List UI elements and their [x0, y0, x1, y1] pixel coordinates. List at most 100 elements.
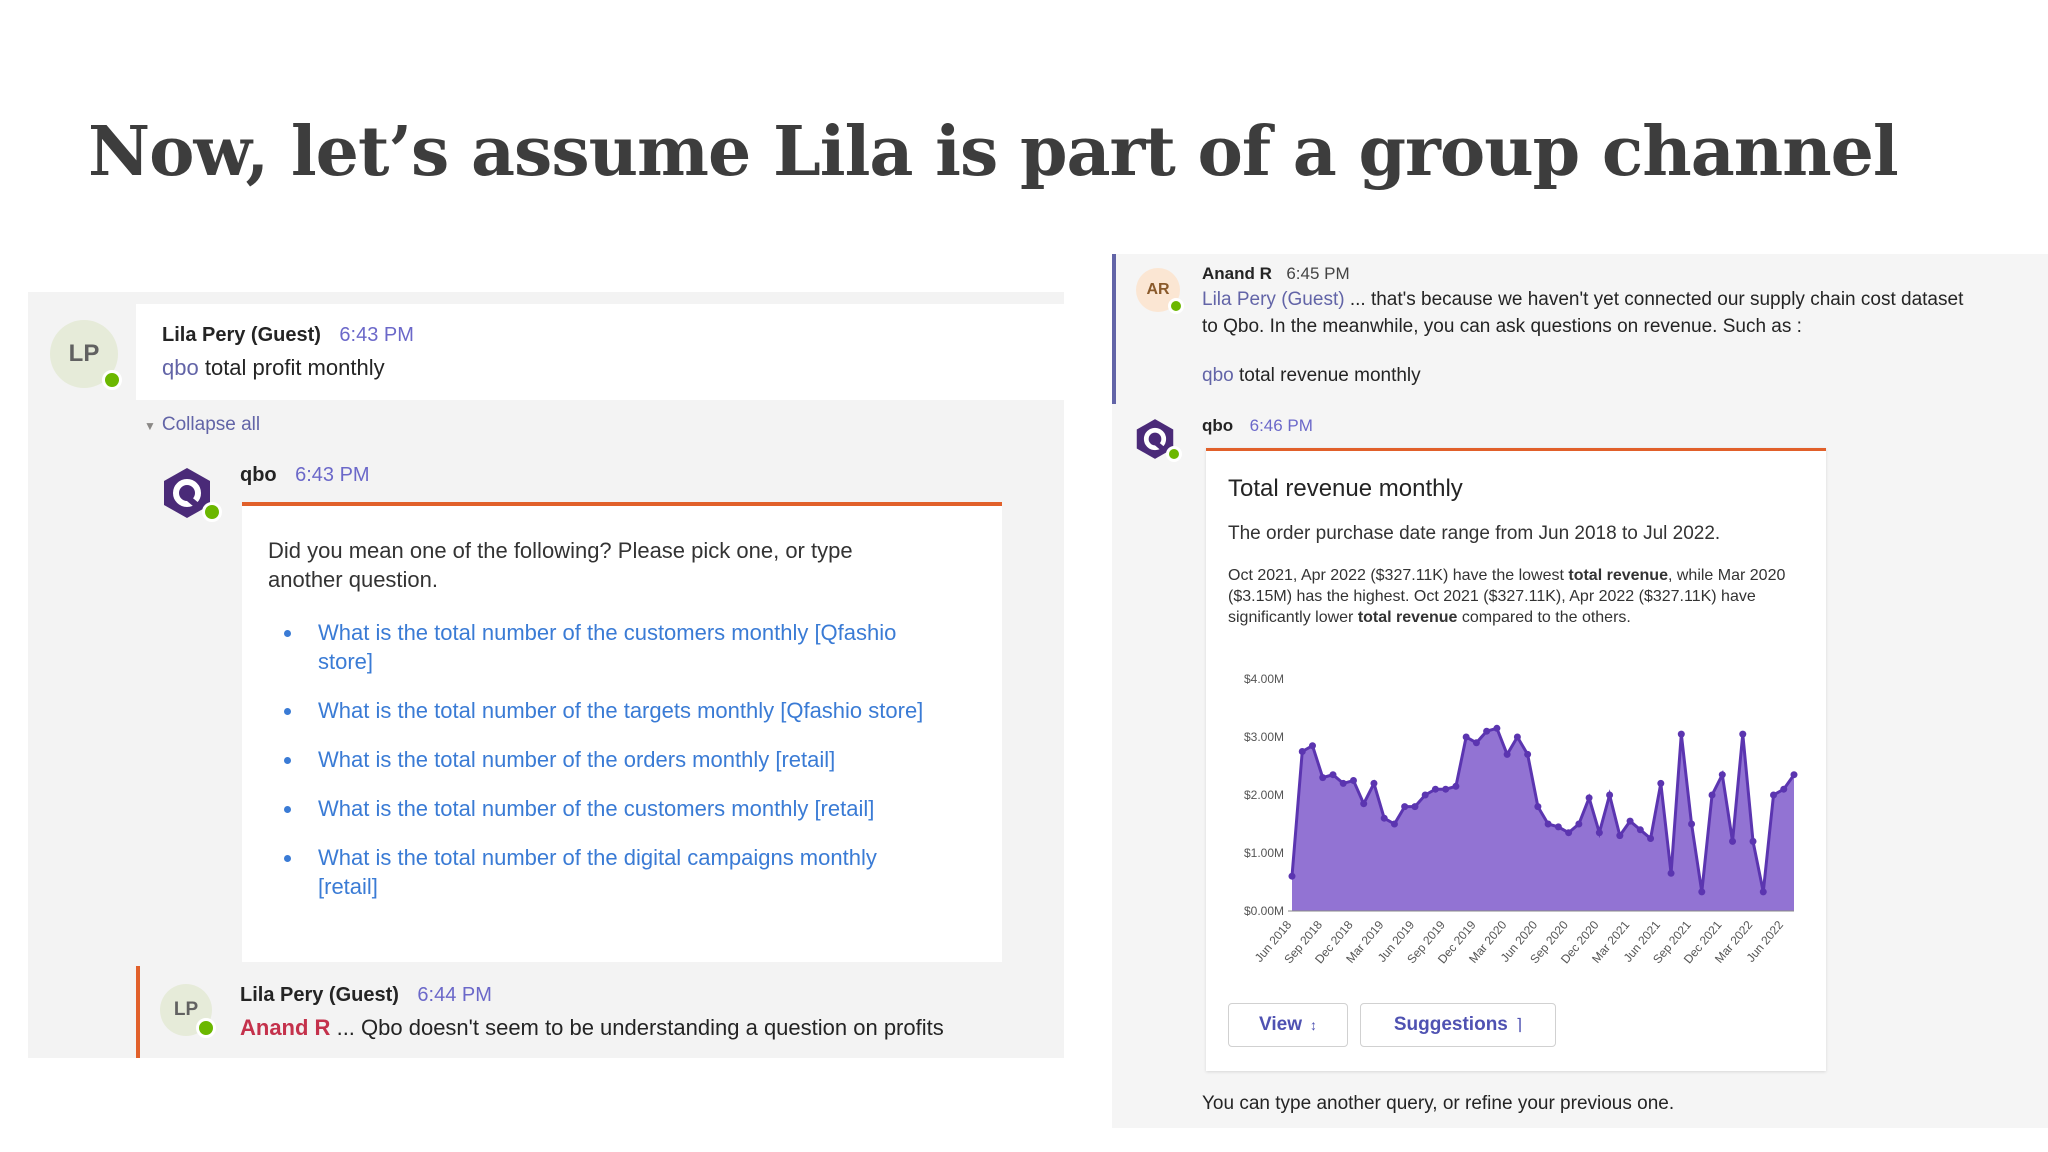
suggestion-link[interactable]: What is the total number of the customer…	[276, 618, 938, 676]
data-point	[1770, 791, 1778, 799]
data-point	[1401, 803, 1409, 811]
user-message: Lila Pery (Guest) 6:43 PM qbo total prof…	[136, 304, 1064, 400]
message-time: 6:43 PM	[295, 464, 370, 486]
qbo-logo-icon	[1136, 419, 1174, 459]
mention-link[interactable]: Anand R	[240, 1015, 331, 1040]
qbo-bot-avatar[interactable]	[1132, 416, 1182, 462]
message-text: ... that's because we haven't yet connec…	[1344, 289, 1964, 310]
message-sender: qbo	[1202, 416, 1234, 435]
card-title: Total revenue monthly	[1228, 475, 1463, 502]
suggestion-list: What is the total number of the customer…	[276, 618, 938, 921]
message-text: ... Qbo doesn't seem to be understanding…	[336, 1015, 944, 1040]
data-point	[1411, 803, 1419, 811]
data-point	[1749, 837, 1757, 845]
suggestion-link[interactable]: What is the total number of the customer…	[276, 794, 938, 823]
data-point	[1698, 888, 1706, 896]
data-point	[1329, 771, 1337, 779]
data-point	[1431, 785, 1439, 793]
data-point	[1483, 727, 1491, 735]
data-point	[1565, 829, 1573, 837]
data-point	[1554, 823, 1562, 831]
suggestion-link[interactable]: What is the total number of the digital …	[276, 843, 938, 901]
suggestion-card: Did you mean one of the following? Pleas…	[242, 502, 1002, 962]
data-point	[1657, 779, 1665, 787]
data-point	[1616, 832, 1624, 840]
message-sender: Lila Pery (Guest)	[240, 984, 399, 1006]
data-point	[1524, 750, 1532, 758]
view-button[interactable]: View ↕	[1228, 1003, 1348, 1047]
message-time: 6:44 PM	[417, 984, 492, 1006]
series-area	[1292, 728, 1794, 911]
data-point	[1380, 814, 1388, 822]
series-line	[1290, 726, 1796, 893]
data-point	[1626, 817, 1634, 825]
footer-text: You can type another query, or refine yo…	[1202, 1093, 1675, 1114]
presence-available-icon	[1166, 446, 1182, 462]
y-tick-label: $2.00M	[1244, 788, 1284, 802]
data-point	[1606, 791, 1614, 799]
avatar[interactable]: AR	[1136, 268, 1184, 314]
presence-available-icon	[196, 1018, 216, 1038]
expand-corner-icon: ⌉	[1515, 1017, 1523, 1034]
message-time: 6:45 PM	[1286, 264, 1350, 283]
suggestion-link[interactable]: What is the total number of the orders m…	[276, 745, 938, 774]
message-sender: Lila Pery (Guest)	[162, 324, 321, 346]
card-insight: Oct 2021, Apr 2022 ($327.11K) have the l…	[1228, 567, 1786, 626]
mention-link[interactable]: Lila Pery (Guest)	[1202, 289, 1345, 310]
data-point	[1308, 742, 1316, 750]
message-sender: Anand R	[1202, 264, 1272, 283]
data-point	[1360, 800, 1368, 808]
data-point	[1349, 777, 1357, 784]
right-chat-panel: AR Anand R 6:45 PM Lila Pery (Guest) ...…	[1112, 254, 2048, 1128]
data-point	[1677, 730, 1685, 738]
data-point	[1288, 872, 1296, 880]
data-point	[1729, 837, 1737, 845]
left-chat-panel: LP Lila Pery (Guest) 6:43 PM qbo total p…	[28, 292, 1064, 1058]
data-point	[1780, 785, 1788, 793]
card-range-text: The order purchase date range from Jun 2…	[1228, 523, 1721, 544]
data-point	[1647, 835, 1655, 842]
data-point	[1339, 779, 1347, 787]
avatar[interactable]: LP	[160, 984, 216, 1038]
data-point	[1708, 791, 1716, 799]
revenue-card: Total revenue monthly The order purchase…	[1206, 448, 1826, 1071]
message-sender: qbo	[240, 464, 277, 486]
message-time: 6:46 PM	[1249, 416, 1313, 435]
data-point	[1493, 724, 1501, 732]
suggestions-button[interactable]: Suggestions ⌉	[1360, 1003, 1556, 1047]
y-tick-label: $4.00M	[1244, 672, 1284, 686]
y-tick-label: $3.00M	[1244, 730, 1284, 744]
presence-available-icon	[202, 502, 222, 522]
data-point	[1759, 888, 1767, 896]
thread-accent-bar	[1112, 254, 1116, 404]
collapse-all-button[interactable]: ▼ Collapse all	[144, 414, 261, 435]
y-tick-label: $1.00M	[1244, 846, 1284, 860]
qbo-logo-icon	[164, 468, 210, 518]
data-point	[1688, 820, 1696, 828]
data-point	[1462, 733, 1470, 741]
data-point	[1452, 782, 1460, 790]
caret-down-icon: ▼	[144, 419, 156, 433]
data-point	[1503, 750, 1511, 758]
data-point	[1513, 733, 1521, 741]
data-point	[1298, 748, 1306, 755]
qbo-bot-avatar[interactable]	[158, 464, 222, 522]
data-point	[1472, 739, 1480, 747]
data-point	[1636, 826, 1644, 834]
message-time: 6:43 PM	[339, 324, 414, 346]
data-point	[1739, 730, 1747, 738]
data-point	[1667, 869, 1675, 877]
data-point	[1370, 779, 1378, 787]
data-point	[1595, 829, 1603, 837]
message-text: total revenue monthly	[1238, 365, 1421, 386]
data-point	[1790, 771, 1798, 779]
data-point	[1442, 785, 1450, 793]
card-prompt: Did you mean one of the following? Pleas…	[268, 538, 853, 592]
mention-link[interactable]: qbo	[1202, 365, 1234, 386]
avatar[interactable]: LP	[50, 320, 122, 390]
suggestion-link[interactable]: What is the total number of the targets …	[276, 696, 938, 725]
mention-link[interactable]: qbo	[162, 355, 199, 380]
data-point	[1585, 794, 1593, 802]
reply-message: LP Lila Pery (Guest) 6:44 PM Anand R ...…	[136, 966, 1064, 1058]
